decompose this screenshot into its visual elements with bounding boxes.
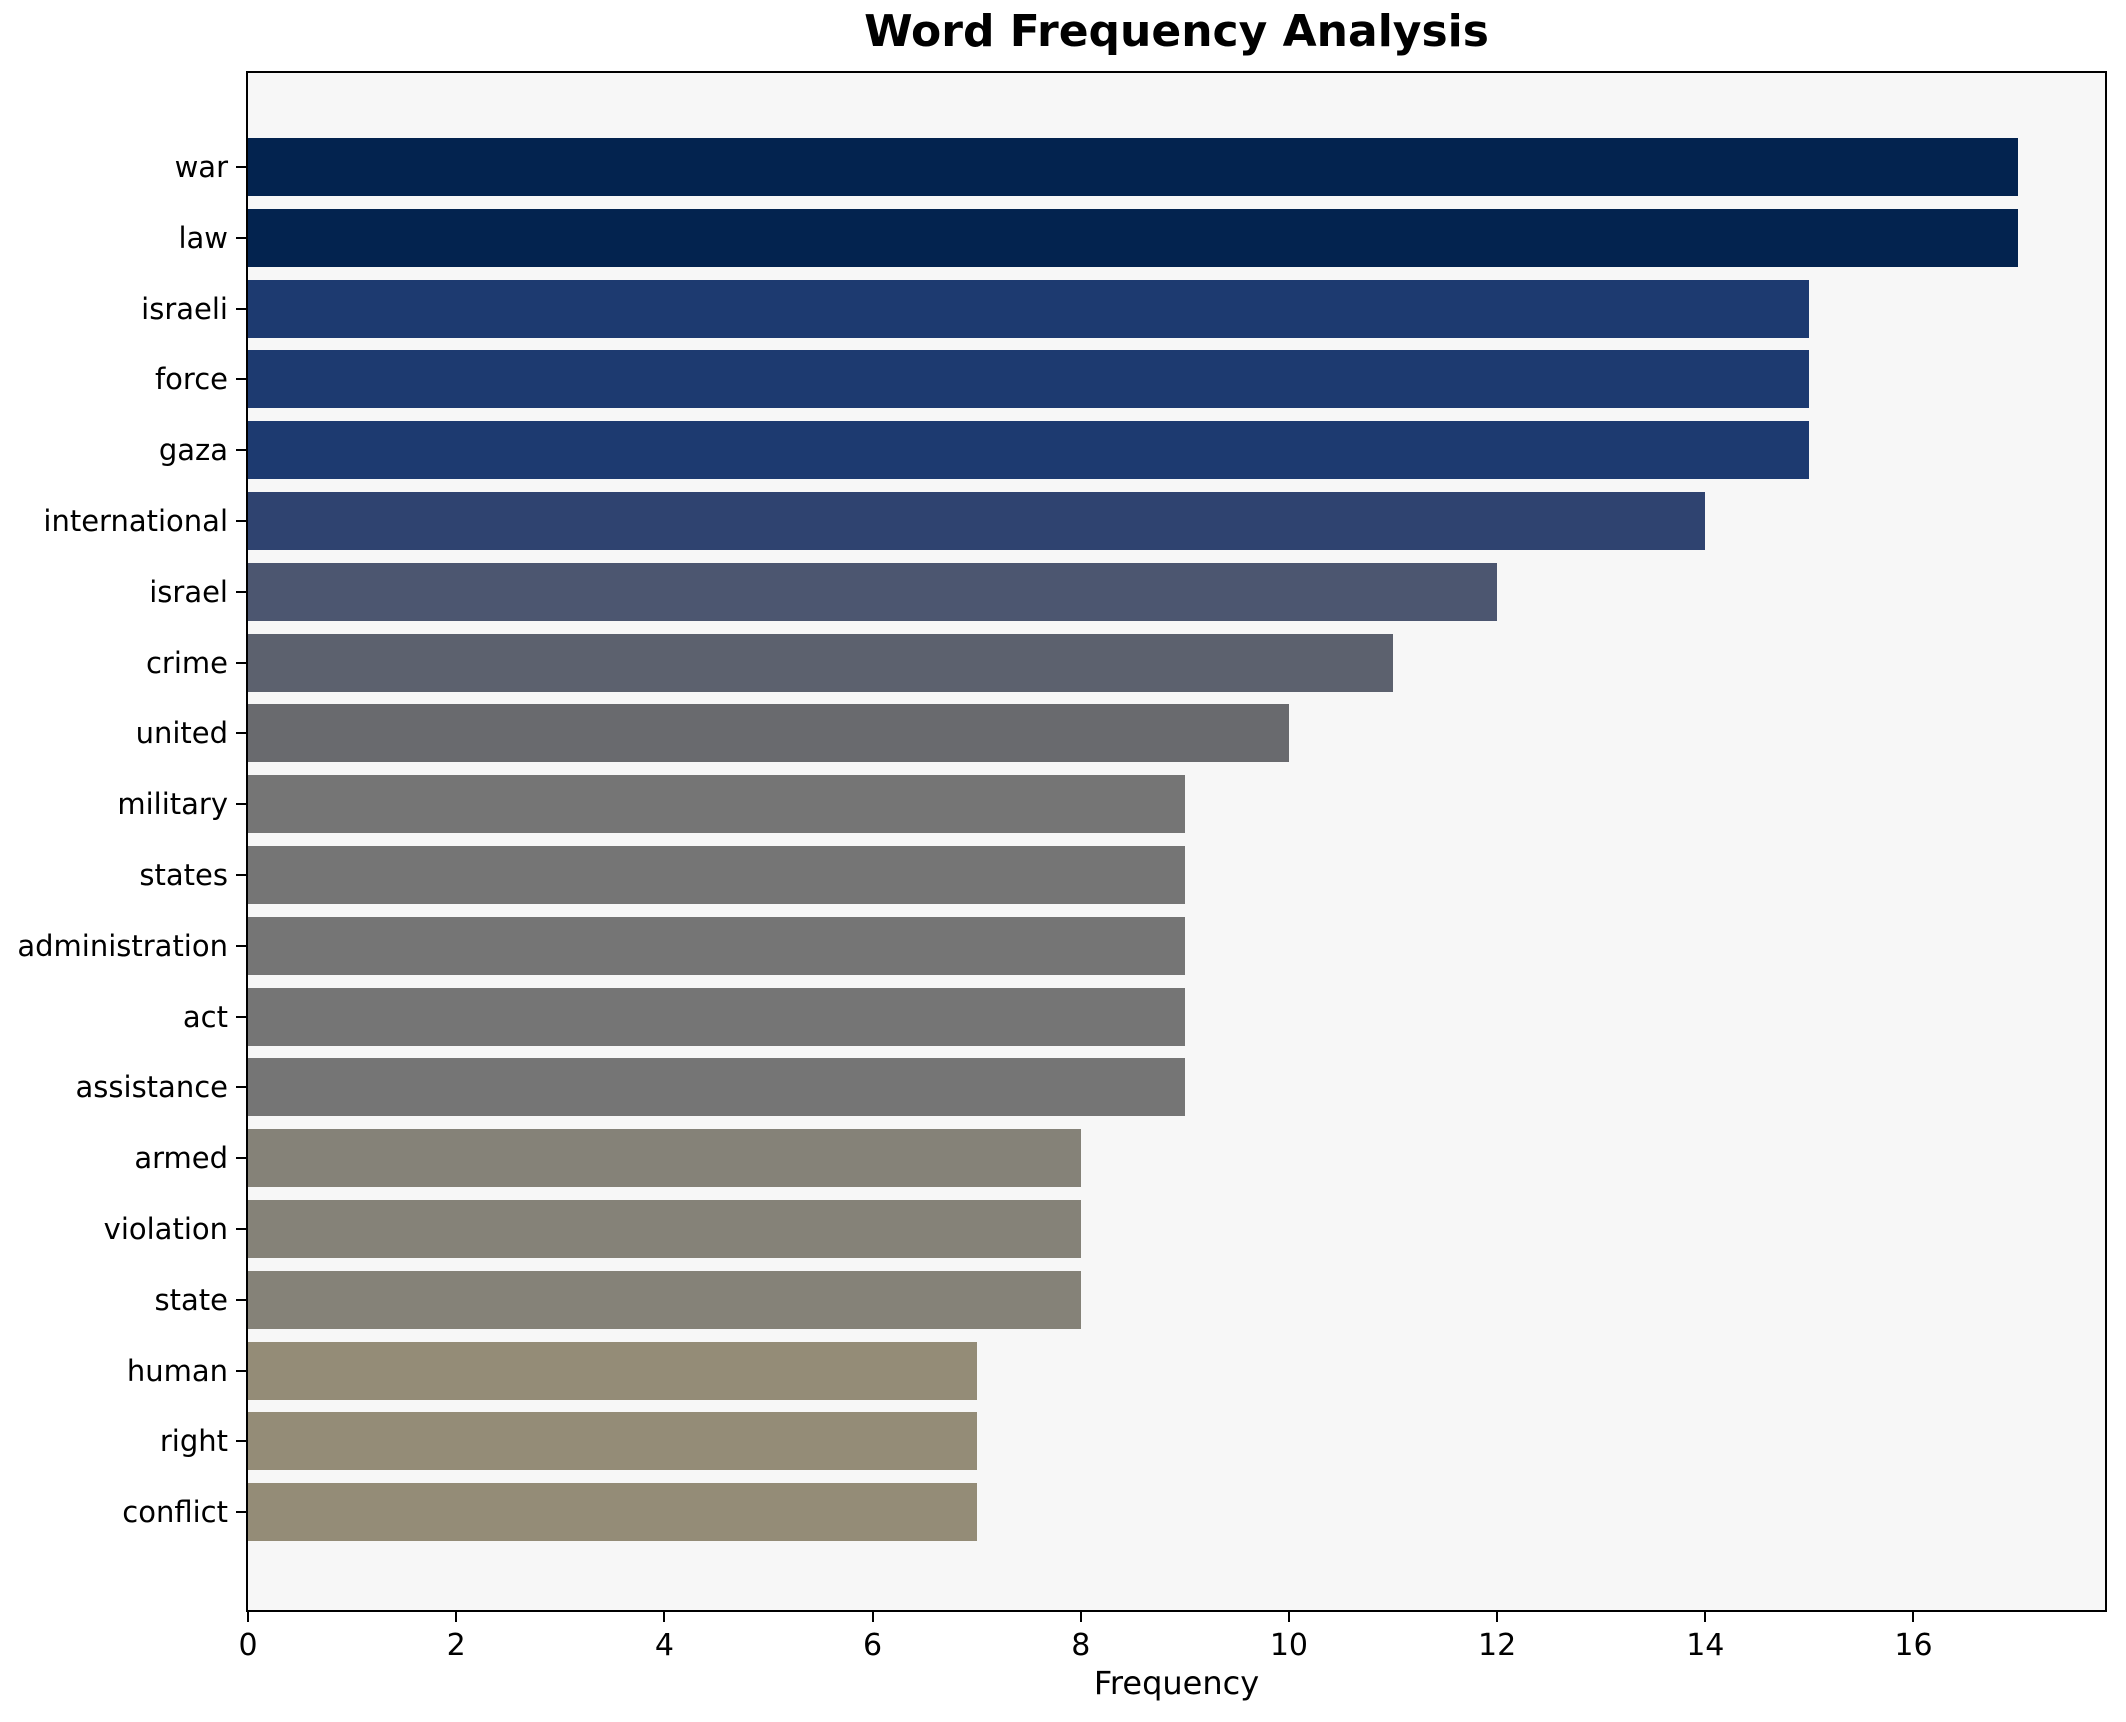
bar-gaza <box>248 421 1809 480</box>
x-tick-label-2: 2 <box>446 1628 466 1663</box>
x-tick-label-12: 12 <box>1478 1628 1517 1663</box>
bar-israel <box>248 562 1497 621</box>
y-tick <box>236 520 246 522</box>
y-tick-label-conflict: conflict <box>122 1495 228 1530</box>
y-tick <box>236 378 246 381</box>
x-tick-label-6: 6 <box>863 1628 883 1663</box>
y-tick-label-law: law <box>178 220 228 255</box>
x-tick <box>1079 1612 1082 1622</box>
x-tick <box>1912 1612 1915 1622</box>
y-tick <box>236 1298 246 1301</box>
y-tick-label-state: state <box>154 1282 228 1317</box>
y-tick-label-assistance: assistance <box>75 1070 228 1105</box>
y-tick <box>236 1440 246 1443</box>
y-tick <box>236 944 246 947</box>
x-tick-label-4: 4 <box>654 1628 674 1663</box>
x-tick-label-0: 0 <box>238 1628 258 1663</box>
y-tick <box>236 732 246 735</box>
bar-israeli <box>248 279 1809 338</box>
y-tick-label-right: right <box>159 1424 228 1459</box>
x-tick-label-8: 8 <box>1071 1628 1091 1663</box>
y-tick <box>236 236 246 239</box>
y-tick <box>236 1086 246 1089</box>
y-tick-label-international: international <box>43 504 228 538</box>
y-tick-label-act: act <box>182 999 228 1034</box>
x-tick <box>1496 1612 1499 1622</box>
x-tick <box>1704 1612 1707 1622</box>
y-tick-label-violation: violation <box>103 1212 228 1246</box>
y-tick-label-gaza: gaza <box>158 433 228 468</box>
bar-assistance <box>248 1058 1185 1117</box>
bar-force <box>248 350 1809 409</box>
y-tick-label-armed: armed <box>134 1141 228 1176</box>
bar-law <box>248 208 2018 267</box>
x-tick <box>1287 1612 1290 1622</box>
y-tick <box>236 1157 246 1160</box>
bar-violation <box>248 1200 1081 1258</box>
y-tick-label-force: force <box>154 362 228 397</box>
bar-international <box>248 492 1705 550</box>
y-tick-label-israel: israel <box>149 574 228 609</box>
y-tick-label-military: military <box>117 787 228 822</box>
y-tick-label-human: human <box>126 1353 228 1388</box>
bar-united <box>248 704 1289 763</box>
y-tick <box>236 1228 246 1230</box>
x-axis-label: Frequency <box>1093 1664 1260 1702</box>
bar-conflict <box>248 1483 977 1542</box>
bar-state <box>248 1270 1081 1329</box>
y-tick-label-united: united <box>135 716 228 751</box>
y-tick <box>236 1369 246 1372</box>
plot-area <box>246 71 2107 1612</box>
bar-states <box>248 846 1185 904</box>
bar-human <box>248 1341 977 1400</box>
y-tick <box>236 803 246 806</box>
y-tick-label-crime: crime <box>145 645 228 680</box>
y-tick-label-administration: administration <box>17 928 228 963</box>
y-tick-label-states: states <box>139 858 228 892</box>
bar-war <box>248 138 2018 196</box>
y-tick <box>236 661 246 664</box>
y-tick <box>236 590 246 593</box>
y-tick-label-israeli: israeli <box>141 291 228 326</box>
bar-administration <box>248 916 1185 975</box>
chart-title: Word Frequency Analysis <box>864 6 1489 57</box>
bar-military <box>248 775 1185 834</box>
bar-armed <box>248 1129 1081 1188</box>
y-tick <box>236 166 246 168</box>
y-tick <box>236 1015 246 1018</box>
bar-crime <box>248 633 1393 692</box>
y-tick <box>236 307 246 310</box>
x-tick-label-14: 14 <box>1686 1628 1725 1663</box>
y-tick-label-war: war <box>174 150 228 184</box>
y-tick <box>236 1511 246 1514</box>
y-tick <box>236 449 246 452</box>
bar-act <box>248 987 1185 1046</box>
x-tick <box>663 1612 666 1622</box>
x-tick-label-10: 10 <box>1269 1628 1308 1663</box>
x-tick <box>871 1612 874 1622</box>
x-tick-label-16: 16 <box>1894 1628 1933 1663</box>
bar-right <box>248 1412 977 1471</box>
x-tick <box>455 1612 458 1622</box>
x-tick <box>247 1612 249 1622</box>
y-tick <box>236 874 246 876</box>
